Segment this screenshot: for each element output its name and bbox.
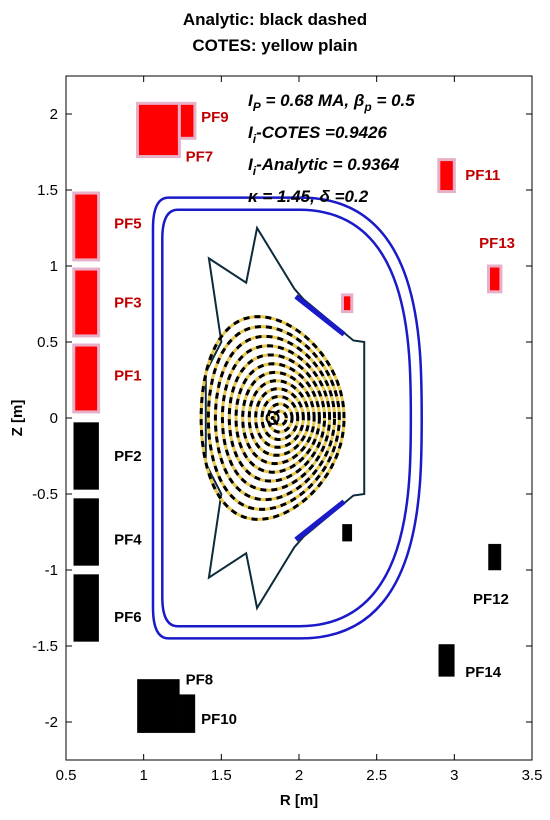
- y-tick-label: 2: [50, 106, 58, 123]
- vacuum-vessel: [151, 196, 423, 640]
- x-tick-label: 3: [450, 767, 458, 784]
- y-axis-label: Z [m]: [9, 400, 26, 437]
- coil-pf14: [438, 644, 455, 677]
- coil-pf11: [437, 158, 456, 194]
- y-tick-label: 1.5: [37, 182, 58, 199]
- y-tick-label: 0.5: [37, 334, 58, 351]
- x-tick-label: 2: [295, 767, 303, 784]
- coil-label-pf9: PF9: [201, 109, 229, 126]
- coil-label-pf14: PF14: [465, 664, 502, 681]
- coil-label-pf12: PF12: [473, 591, 509, 608]
- coil-label-pf7: PF7: [186, 149, 214, 166]
- y-tick-label: -0.5: [32, 486, 58, 503]
- x-tick-label: 1: [139, 767, 147, 784]
- x-tick-label: 2.5: [366, 767, 387, 784]
- annotation-line-1: IP = 0.68 MA, βp = 0.5: [248, 91, 415, 114]
- coil-pf3: [72, 267, 101, 338]
- coil-label-pf11: PF11: [465, 167, 500, 184]
- chart-title-line-2: COTES: yellow plain: [192, 36, 358, 55]
- x-axis-label: R [m]: [280, 792, 318, 809]
- y-tick-label: -1.5: [32, 638, 58, 655]
- coil-pf10: [179, 694, 196, 733]
- analytic-flux-surface: [254, 387, 305, 449]
- analytic-flux-surface: [260, 395, 300, 441]
- x-tick-label: 1.5: [211, 767, 232, 784]
- y-tick-label: 1: [50, 258, 58, 275]
- vessel-inner-wall: [161, 208, 413, 628]
- parameter-annotation: IP = 0.68 MA, βp = 0.5 Ii-COTES =0.9426 Ii…: [248, 91, 415, 206]
- analytic-flux-surface: [213, 334, 337, 502]
- passive-plate: [294, 294, 346, 337]
- coil-label-pf5: PF5: [114, 215, 142, 232]
- coil-pf5: [72, 191, 101, 262]
- annotation-line-2: Ii-COTES =0.9426: [248, 123, 387, 146]
- analytic-flux-surface: [266, 402, 294, 434]
- coil-pf8: [137, 679, 180, 733]
- cotes-flux-surface: [227, 353, 326, 483]
- passive-plate: [294, 499, 346, 542]
- y-tick-label: 0: [50, 410, 58, 427]
- coil-pf12: [488, 543, 502, 571]
- analytic-flux-surface: [206, 325, 341, 511]
- coil-pf7: [135, 101, 181, 159]
- analytic-flux-surface: [199, 315, 346, 521]
- coil-label-pf10: PF10: [201, 711, 237, 728]
- coil-label-pf6: PF6: [114, 609, 142, 626]
- coil-label-pf4: PF4: [114, 532, 142, 549]
- coil-in-vessel: [342, 524, 353, 542]
- coil-pf2: [73, 422, 99, 490]
- coil-pf1: [72, 343, 101, 414]
- coil-pf9: [177, 101, 197, 140]
- pf-coils: PF1 PF3 PF5 PF7 PF9 PF11 PF13 PF2 PF4 PF6 PF8 PF10 P…: [72, 101, 515, 733]
- coil-label-pf2: PF2: [114, 448, 142, 465]
- x-tick-label: 0.5: [56, 767, 77, 784]
- magnetic-axis-point: [270, 416, 275, 420]
- annotation-line-4: κ = 1.45, δ =0.2: [248, 187, 369, 206]
- coil-in-vessel: [340, 293, 354, 314]
- analytic-flux-surface: [272, 409, 288, 427]
- coil-label-pf13: PF13: [479, 235, 515, 252]
- chart-title-line-1: Analytic: black dashed: [182, 10, 368, 29]
- vessel-outer-wall: [151, 196, 423, 640]
- plot-axes: 0.5 1 1.5 2 2.5 3 3.5 2 1.5 1 0.5 0 -0.5 -1 -1.5 -2 R [m…: [9, 75, 543, 809]
- magnetic-axis-ring: [265, 411, 280, 425]
- x-tick-label: 3.5: [522, 767, 543, 784]
- coil-pf13: [487, 264, 503, 294]
- analytic-flux-surface: [234, 362, 321, 474]
- coil-pf4: [73, 498, 99, 566]
- analytic-flux-surface: [220, 344, 332, 492]
- plasma-flux-surfaces: [199, 315, 346, 521]
- analytic-flux-surface: [247, 379, 311, 457]
- coil-label-pf1: PF1: [114, 367, 142, 384]
- y-tick-label: -1: [45, 562, 58, 579]
- y-tick-label: -2: [45, 714, 58, 731]
- coil-label-pf3: PF3: [114, 294, 142, 311]
- coil-pf6: [73, 574, 99, 642]
- coil-label-pf8: PF8: [186, 671, 214, 688]
- analytic-flux-surface: [241, 370, 316, 466]
- annotation-line-3: Ii-Analytic = 0.9364: [248, 155, 400, 178]
